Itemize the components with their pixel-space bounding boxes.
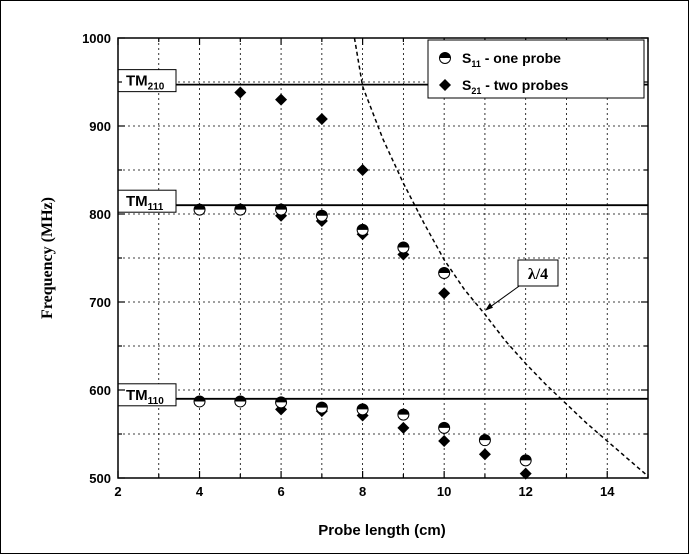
x-tick-label: 8 — [359, 484, 366, 499]
quarter-wave-curve — [353, 37, 649, 477]
tick-labels: 2 4 6 8 10 12 14 500 600 700 800 900 1000 — [82, 31, 615, 499]
half-circle-marker — [193, 203, 206, 216]
annotation-arrow-line — [488, 283, 523, 309]
y-tick-label: 500 — [89, 471, 111, 486]
quarter-wave-curve-layer — [353, 37, 649, 477]
y-tick-label: 1000 — [82, 31, 111, 46]
marker-fill — [275, 204, 287, 210]
diamond-marker — [478, 448, 491, 461]
marker-fill — [316, 402, 328, 408]
marker-fill — [438, 267, 450, 273]
half-circle-marker — [438, 421, 451, 434]
x-tick-label: 10 — [437, 484, 451, 499]
x-tick-label: 4 — [196, 484, 204, 499]
marker-fill — [234, 395, 246, 402]
half-circle-marker — [356, 403, 369, 416]
marker-fill — [520, 454, 532, 461]
half-circle-marker — [397, 241, 410, 254]
marker-fill — [439, 52, 451, 58]
annotation-arrow-head — [484, 302, 493, 311]
diamond-marker — [397, 421, 410, 434]
half-circle-marker — [234, 395, 247, 408]
half-circle-marker — [315, 401, 328, 414]
legend-box — [427, 39, 645, 99]
y-tick-label: 900 — [89, 119, 111, 134]
mode-label: TM111 — [126, 193, 164, 213]
legend: S11 - one probe S21 - two probes — [427, 39, 645, 99]
diamond-marker — [438, 435, 451, 448]
x-axis-label: Probe length (cm) — [318, 522, 446, 539]
half-circle-marker — [438, 266, 451, 279]
half-circle-marker — [275, 203, 288, 216]
half-circle-marker — [519, 454, 532, 467]
mode-reference-lines: TM210 TM111 TM110 — [117, 69, 648, 407]
marker-fill — [438, 422, 450, 428]
lambda-annotation: λ/4 — [484, 259, 559, 311]
legend-entry: S11 - one probe — [462, 50, 561, 69]
diamond-marker — [315, 112, 328, 125]
annotation-box — [517, 259, 559, 287]
mode-label: TM110 — [126, 387, 164, 407]
half-circle-marker — [439, 52, 451, 64]
marker-fill — [357, 403, 369, 410]
diamond-marker — [438, 287, 451, 300]
y-axis-label: Frequency (MHz) — [39, 197, 56, 319]
grid-lines — [118, 38, 648, 478]
half-circle-marker — [275, 396, 288, 409]
half-circle-marker — [478, 434, 491, 447]
half-circle-marker — [234, 203, 247, 216]
axis-ticks — [117, 37, 649, 479]
x-tick-label: 12 — [518, 484, 532, 499]
x-tick-label: 14 — [600, 484, 615, 499]
marker-fill — [194, 204, 206, 210]
x-tick-label: 2 — [114, 484, 121, 499]
mode-label: TM210 — [126, 73, 165, 93]
marker-fill — [316, 210, 328, 216]
marker-fill — [194, 395, 206, 402]
half-circle-marker — [397, 408, 410, 421]
half-circle-marker — [315, 209, 328, 222]
marker-fill — [397, 241, 409, 248]
marker-fill — [234, 204, 246, 210]
data-points — [193, 86, 532, 480]
half-circle-marker — [356, 223, 369, 236]
diamond-marker — [275, 93, 288, 106]
y-tick-label: 800 — [89, 207, 111, 222]
x-tick-label: 6 — [277, 484, 284, 499]
diamond-marker — [356, 164, 369, 176]
marker-fill — [397, 409, 409, 415]
marker-fill — [479, 434, 491, 441]
half-circle-marker — [193, 395, 206, 408]
diamond-marker — [439, 79, 451, 91]
diamond-marker — [234, 86, 247, 99]
y-tick-label: 600 — [89, 383, 111, 398]
annotation-label: λ/4 — [528, 266, 548, 283]
y-tick-label: 700 — [89, 295, 111, 310]
marker-fill — [357, 224, 369, 230]
legend-entry: S21 - two probes — [462, 77, 569, 96]
marker-fill — [275, 396, 287, 403]
